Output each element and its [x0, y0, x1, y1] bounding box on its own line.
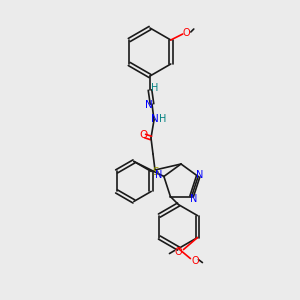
Text: N: N [155, 170, 163, 180]
Text: N: N [145, 100, 153, 110]
Text: N: N [151, 114, 159, 124]
Text: O: O [175, 247, 182, 256]
Text: N: N [196, 170, 204, 180]
Text: H: H [159, 114, 167, 124]
Text: H: H [151, 83, 159, 93]
Text: O: O [139, 130, 147, 140]
Text: O: O [192, 256, 199, 266]
Text: N: N [190, 194, 197, 204]
Text: S: S [153, 167, 159, 177]
Text: O: O [183, 28, 190, 38]
